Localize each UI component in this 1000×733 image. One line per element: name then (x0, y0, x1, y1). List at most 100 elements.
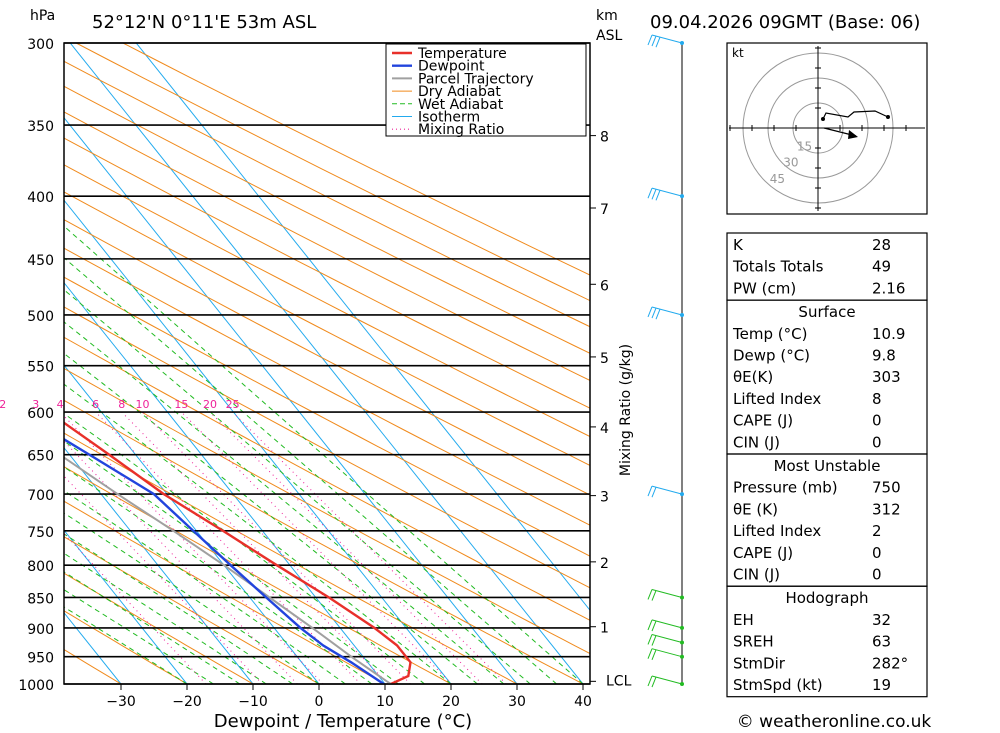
wind-barb-shaft (651, 619, 683, 629)
copyright: © weatheronline.co.uk (737, 712, 932, 732)
wind-barb-shaft (651, 588, 683, 598)
index-value: 312 (872, 500, 901, 518)
mixing-ratio-label: 6 (92, 398, 99, 411)
wet-adiabat-line (64, 490, 346, 684)
wind-barb-feather (651, 676, 657, 688)
height-tick-label: 2 (600, 556, 609, 572)
wind-barb-feather (651, 590, 657, 601)
index-value: 0 (872, 566, 882, 584)
mixing-ratio-line (64, 415, 324, 684)
datetime-title: 09.04.2026 09GMT (Base: 06) (650, 12, 920, 33)
legend-entry: Temperature (417, 46, 507, 62)
km-label: km (596, 8, 618, 24)
mixing-ratio-label: 4 (57, 398, 64, 411)
legend-entry: Dewpoint (418, 59, 485, 75)
isotherm-line (64, 446, 254, 684)
wind-barb-feather (647, 485, 653, 497)
index-label: Totals Totals (732, 258, 824, 276)
pressure-tick-label: 900 (27, 622, 54, 638)
pressure-tick-label: 400 (27, 190, 54, 206)
x-tick-label: 0 (315, 694, 324, 710)
legend-entry: Mixing Ratio (418, 122, 504, 138)
index-value: 32 (872, 611, 891, 629)
wet-adiabat-line (64, 440, 399, 684)
height-tick-label: 8 (600, 130, 609, 146)
wind-barb-feather (647, 34, 653, 46)
dry-adiabat-line (64, 500, 386, 684)
mixing-ratio-axis-label: Mixing Ratio (g/kg) (618, 344, 634, 476)
pressure-tick-label: 300 (27, 37, 54, 53)
index-label: PW (cm) (733, 279, 796, 297)
lcl-label: LCL (606, 673, 632, 689)
storm-motion-arrowhead (848, 130, 858, 139)
wind-barb-feather (651, 487, 657, 498)
index-label: StmSpd (kt) (733, 676, 823, 694)
index-value: 0 (872, 412, 882, 430)
wind-barb-shaft (651, 485, 683, 495)
dry-adiabat-line (64, 572, 254, 684)
pressure-tick-label: 700 (27, 488, 54, 504)
hodograph-trace (822, 110, 889, 120)
mixing-ratio-line (64, 440, 298, 684)
plot-frame (63, 42, 591, 685)
profiles (64, 421, 412, 684)
wet-adiabat-line (64, 383, 452, 684)
legend-entry: Wet Adiabat (418, 97, 504, 113)
x-tick-label: 30 (508, 694, 526, 710)
wet-adiabat-line (64, 412, 425, 684)
index-label: CAPE (J) (733, 544, 793, 562)
index-label: StmDir (733, 654, 786, 672)
dry-adiabat-line (64, 536, 320, 684)
wind-barb-feather (647, 675, 653, 687)
index-label: CIN (J) (733, 433, 780, 451)
dry-adiabat-line (64, 367, 590, 655)
index-label: CIN (J) (733, 566, 780, 584)
x-tick-label: 40 (574, 694, 592, 710)
height-tick-label: 6 (600, 278, 609, 294)
wind-barb-feather (647, 648, 653, 659)
wind-barb-shaft (651, 675, 683, 685)
index-label: θE (K) (733, 500, 778, 518)
wind-barb-feather (647, 634, 653, 645)
height-tick-label: 7 (600, 202, 609, 218)
mixing-ratio-labels: 12346810152025 (0, 398, 240, 411)
index-value: 750 (872, 479, 901, 497)
wind-barb-feather (647, 306, 653, 318)
wind-barb-feather (655, 37, 661, 48)
pressure-tick-label: 600 (27, 406, 54, 422)
table-section-title: Surface (798, 303, 855, 321)
hodograph: kt 15 30 45 (726, 42, 928, 215)
mixing-ratio-line (142, 411, 411, 684)
wet-adiabat-line (64, 571, 241, 684)
index-value: 303 (872, 368, 901, 386)
isotherm-line (0, 6, 10, 710)
dry-adiabat-line (64, 336, 590, 621)
dewpoint-line (64, 437, 385, 684)
location-title: 52°12'N 0°11'E 53m ASL (92, 12, 316, 33)
index-value: 0 (872, 433, 882, 451)
hodograph-ring-label: 15 (797, 139, 812, 153)
index-value: 9.8 (872, 347, 896, 365)
index-label: EH (733, 611, 754, 629)
legend-entry: Dry Adiabat (418, 84, 501, 100)
mixing-ratio-label: 3 (32, 398, 39, 411)
pressure-tick-label: 850 (27, 591, 54, 607)
table-box-hodograph (726, 585, 928, 698)
index-value: 2 (872, 522, 882, 540)
dry-adiabat-line (0, 6, 55, 684)
pressure-tick-label: 1000 (18, 678, 54, 694)
wind-barb-feather (647, 589, 653, 600)
isotherm-line (135, 43, 590, 612)
wind-barb-shaft (651, 306, 683, 316)
index-label: CAPE (J) (733, 412, 793, 430)
index-value: 282° (872, 654, 908, 672)
index-label: Pressure (mb) (733, 479, 838, 497)
hodograph-unit: kt (732, 46, 744, 60)
index-value: 10.9 (872, 325, 905, 343)
table-section-title: Most Unstable (774, 457, 881, 475)
isotherm-line (64, 529, 188, 684)
axes: −30 −20 −10 0 10 20 30 40 8 7 6 5 4 3 2 1 LCL (63, 42, 632, 710)
index-label: Temp (°C) (732, 325, 807, 343)
